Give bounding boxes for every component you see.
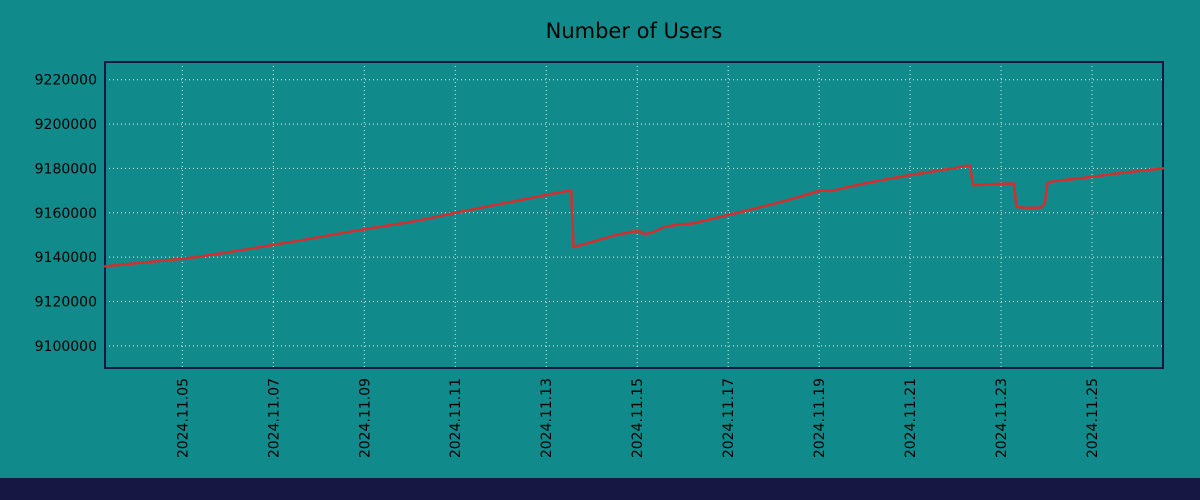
x-tick-label: 2024.11.13	[539, 378, 555, 458]
y-tick-label: 9220000	[35, 73, 97, 89]
line-chart: Number of Users 9100000 9120000 9140000 916…	[35, 19, 1165, 458]
chart-title: Number of Users	[546, 19, 723, 43]
x-tick-label: 2024.11.25	[1085, 378, 1101, 458]
x-tick-label: 2024.11.15	[630, 378, 646, 458]
y-tick-label: 9140000	[35, 250, 97, 266]
x-tick-label: 2024.11.17	[721, 378, 737, 458]
x-tick-label: 2024.11.19	[812, 378, 828, 458]
plot-border	[104, 61, 1164, 369]
y-tick-label: 9200000	[35, 117, 97, 133]
x-tick-label: 2024.11.05	[175, 378, 191, 458]
y-tick-label: 9120000	[35, 294, 97, 310]
y-tick-label: 9160000	[35, 206, 97, 222]
x-tick-label: 2024.11.21	[903, 378, 919, 458]
grid-layer	[105, 62, 1163, 368]
y-tick-label: 9180000	[35, 161, 97, 177]
x-tick-label: 2024.11.11	[448, 378, 464, 458]
x-tick-label: 2024.11.09	[357, 378, 373, 458]
footer-bar	[0, 478, 1200, 500]
users-series-line	[103, 164, 1165, 268]
x-tick-label: 2024.11.23	[994, 378, 1010, 458]
axis-labels: 9100000 9120000 9140000 9160000 9180000 92000…	[35, 73, 1101, 458]
y-tick-label: 9100000	[35, 339, 97, 355]
x-tick-label: 2024.11.07	[266, 378, 282, 458]
